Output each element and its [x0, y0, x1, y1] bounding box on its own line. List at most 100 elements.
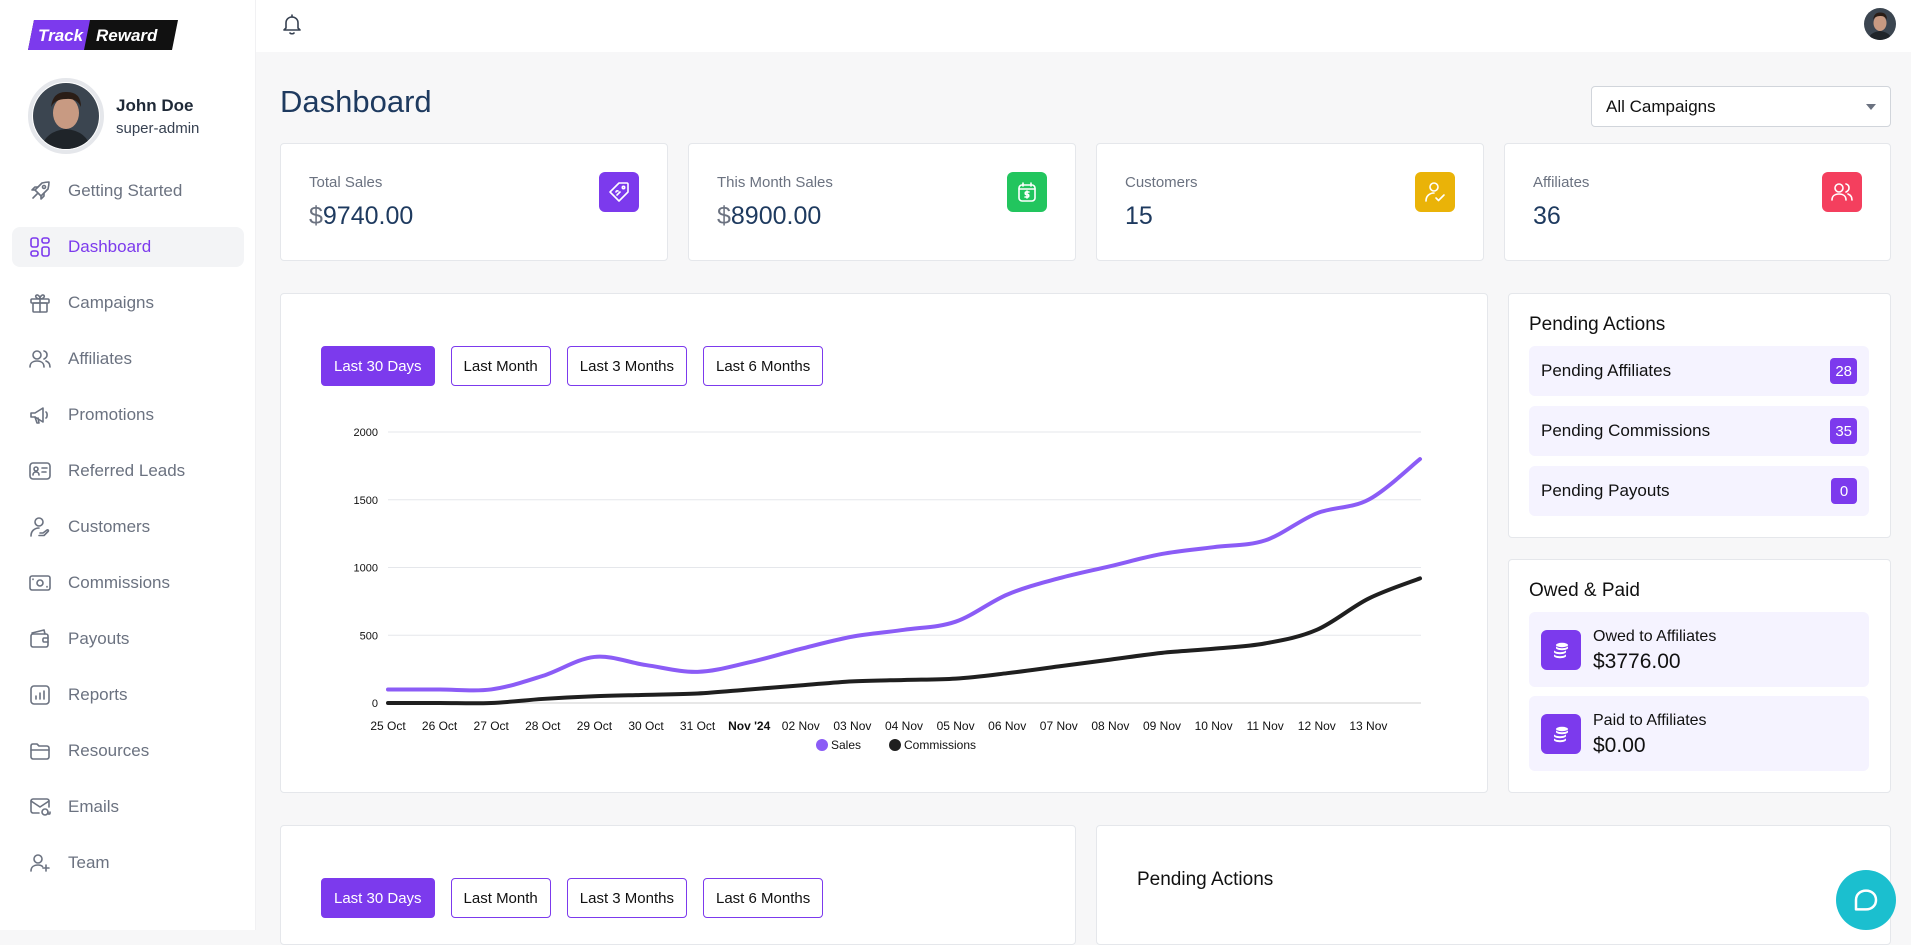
range-button-last-30-days[interactable]: Last 30 Days [321, 346, 435, 386]
sidebar-item-commissions[interactable]: Commissions [12, 563, 244, 603]
y-tick-label: 1000 [354, 563, 378, 575]
dollar-calendar-icon [1007, 172, 1047, 212]
user-role: super-admin [116, 119, 200, 137]
rocket-icon [31, 181, 50, 200]
user-name: John Doe [116, 95, 194, 115]
sidebar-item-getting-started[interactable]: Getting Started [12, 171, 244, 211]
range-button-group: Last 30 Days Last Month Last 3 Months La… [321, 878, 839, 918]
sidebar-item-label: Commissions [68, 573, 171, 592]
campaign-select-value: All Campaigns [1606, 96, 1716, 116]
users-icon [29, 350, 51, 368]
campaign-select[interactable]: All Campaigns [1591, 86, 1891, 127]
owed-to-affiliates-row: Owed to Affiliates $3776.00 [1529, 612, 1869, 687]
sidebar-item-campaigns[interactable]: Campaigns [12, 283, 244, 323]
x-tick-label: 07 Nov [1040, 719, 1078, 733]
x-tick-label: 25 Oct [370, 719, 406, 733]
y-tick-label: 1500 [354, 495, 378, 507]
range-button-last-month[interactable]: Last Month [450, 878, 551, 918]
track-reward-logo[interactable]: Track Reward [28, 20, 178, 50]
sidebar-item-label: Affiliates [68, 349, 132, 368]
count-badge: 28 [1830, 358, 1857, 384]
user-check-icon [1415, 172, 1455, 212]
range-button-last-6-months[interactable]: Last 6 Months [702, 878, 824, 918]
megaphone-icon [30, 407, 48, 424]
sidebar-item-emails[interactable]: Emails [12, 787, 244, 827]
avatar[interactable] [28, 78, 104, 154]
sidebar-item-affiliates[interactable]: Affiliates [12, 339, 244, 379]
sales-chart-card: Last 30 Days Last Month Last 3 Months La… [280, 293, 1488, 793]
stat-label: Total Sales [309, 174, 383, 191]
owed-label: Owed to Affiliates [1593, 628, 1717, 645]
stat-value: 36 [1533, 202, 1561, 230]
range-button-last-6-months[interactable]: Last 6 Months [702, 346, 824, 386]
pending-actions-title: Pending Actions [1529, 314, 1666, 335]
x-tick-label: 30 Oct [628, 719, 664, 733]
bottom-pending-actions-card: Pending Actions [1096, 825, 1891, 945]
email-icon [30, 798, 51, 816]
users-icon [1822, 172, 1862, 212]
pending-payouts-row[interactable]: Pending Payouts 0 [1529, 466, 1869, 516]
sidebar-item-payouts[interactable]: Payouts [12, 619, 244, 659]
coins-icon [1541, 630, 1581, 670]
grid-icon [30, 237, 50, 257]
x-tick-label: 04 Nov [885, 719, 923, 733]
user-hand-icon [30, 517, 50, 537]
gift-icon [30, 294, 50, 313]
sidebar-item-label: Emails [68, 797, 120, 816]
wallet-icon [30, 629, 49, 648]
pending-actions-card: Pending Actions Pending Affiliates 28 Pe… [1508, 293, 1891, 538]
sidebar-item-referred-leads[interactable]: Referred Leads [12, 451, 244, 491]
chat-button[interactable] [1836, 870, 1896, 930]
stat-label: Affiliates [1533, 174, 1590, 191]
stat-value: $9740.00 [309, 202, 414, 230]
range-button-last-30-days[interactable]: Last 30 Days [321, 878, 435, 918]
user-plus-icon [30, 854, 50, 872]
stat-card-this-month-sales: This Month Sales $8900.00 [688, 143, 1076, 261]
stat-value: $8900.00 [717, 202, 822, 230]
x-tick-label: 31 Oct [680, 719, 716, 733]
page-title: Dashboard [280, 84, 432, 119]
pending-affiliates-row[interactable]: Pending Affiliates 28 [1529, 346, 1869, 396]
stat-card-total-sales: Total Sales $9740.00 [280, 143, 668, 261]
bell-icon[interactable] [280, 13, 304, 37]
pending-label: Pending Commissions [1541, 421, 1711, 440]
sidebar-item-promotions[interactable]: Promotions [12, 395, 244, 435]
sales-commissions-chart: 0 500 1000 1500 2000 25 Oct 26 Oct 27 Oct 28 Oct… [354, 427, 1422, 752]
range-button-group: Last 30 Days Last Month Last 3 Months La… [321, 346, 839, 386]
user-profile[interactable]: John Doe super-admin [28, 78, 199, 154]
x-tick-label: 08 Nov [1091, 719, 1129, 733]
legend-label: Commissions [904, 738, 976, 752]
bottom-pending-title: Pending Actions [1137, 869, 1274, 890]
stat-card-customers: Customers 15 [1096, 143, 1484, 261]
pending-commissions-row[interactable]: Pending Commissions 35 [1529, 406, 1869, 456]
range-button-last-3-months[interactable]: Last 3 Months [566, 346, 687, 386]
sidebar-item-dashboard[interactable]: Dashboard [12, 227, 244, 267]
sidebar-item-reports[interactable]: Reports [12, 675, 244, 715]
sidebar-item-label: Team [68, 853, 110, 872]
x-tick-label: 03 Nov [833, 719, 871, 733]
paid-to-affiliates-row: Paid to Affiliates $0.00 [1529, 696, 1869, 771]
range-button-last-month[interactable]: Last Month [450, 346, 551, 386]
x-tick-label: 29 Oct [577, 719, 613, 733]
tag-icon [599, 172, 639, 212]
coins-icon [1541, 714, 1581, 754]
range-button-last-3-months[interactable]: Last 3 Months [566, 878, 687, 918]
sidebar-item-resources[interactable]: Resources [12, 731, 244, 771]
svg-text:Reward: Reward [96, 26, 158, 45]
top-avatar[interactable] [1864, 8, 1896, 40]
x-tick-label: 09 Nov [1143, 719, 1181, 733]
x-tick-label: 28 Oct [525, 719, 561, 733]
sidebar-item-label: Reports [68, 685, 128, 704]
sidebar-item-label: Referred Leads [68, 461, 186, 480]
x-tick-label: Nov '24 [728, 719, 771, 733]
owed-paid-title: Owed & Paid [1529, 580, 1640, 601]
svg-text:Track: Track [38, 26, 85, 45]
owed-value: $3776.00 [1593, 650, 1681, 673]
series-line-commissions [386, 576, 1422, 706]
sidebar-item-customers[interactable]: Customers [12, 507, 244, 547]
x-tick-label: 27 Oct [474, 719, 510, 733]
sidebar-item-team[interactable]: Team [12, 843, 244, 883]
top-bar [256, 0, 1911, 52]
sidebar-item-label: Customers [68, 517, 151, 536]
x-tick-label: 12 Nov [1298, 719, 1336, 733]
